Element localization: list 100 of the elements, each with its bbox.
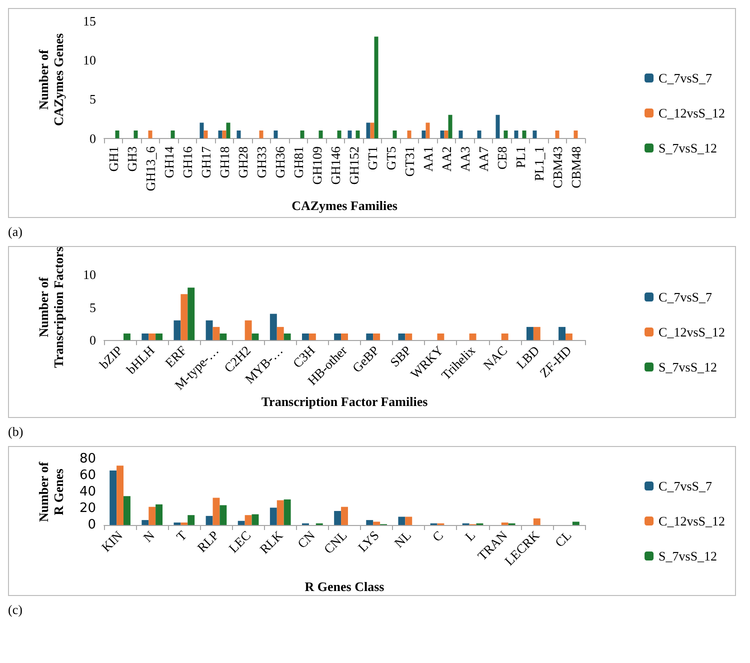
bar [148, 334, 156, 340]
bar [188, 515, 195, 525]
bar [440, 130, 444, 138]
bar [238, 520, 245, 525]
x-tick-label: CBM48 [568, 146, 584, 188]
bar [274, 130, 278, 138]
y-tick-label: 10 [83, 266, 96, 282]
y-axis-title: Number of Transcription Factors [36, 246, 66, 368]
bar [458, 130, 463, 138]
legend-label: S_7vsS_12 [658, 548, 718, 564]
bar [496, 114, 500, 138]
bar [220, 334, 227, 340]
bar [116, 466, 124, 525]
x-tick-label: PL1_1 [531, 146, 546, 181]
bar [334, 334, 342, 340]
bar [407, 130, 412, 138]
bar [533, 518, 540, 525]
bar [170, 130, 175, 138]
x-tick-label: LYS [354, 528, 382, 555]
y-tick-label: 5 [90, 92, 96, 107]
bar [477, 130, 482, 138]
x-tick-label: CN [294, 527, 318, 552]
bar [206, 320, 213, 340]
x-tick-label: L [462, 528, 478, 544]
y-tick-label: 20 [79, 501, 96, 516]
bar [574, 130, 578, 138]
legend-label: S_7vsS_12 [658, 360, 718, 374]
y-tick-label: 0 [88, 518, 96, 532]
bar [156, 504, 163, 525]
bar [212, 326, 220, 340]
bar [148, 130, 152, 138]
bar [533, 326, 540, 340]
x-tick-label: GH13_6 [142, 146, 158, 192]
bar [124, 496, 130, 525]
legend-label: C_7vsS_7 [658, 290, 712, 304]
x-tick-label: RLP [194, 528, 222, 556]
bar [366, 122, 370, 138]
x-tick-label: NL [391, 528, 414, 551]
y-tick-label: 10 [83, 52, 96, 68]
bar [501, 334, 508, 340]
bar [341, 334, 348, 340]
y-axis-title: Number of CAZymes Genes [36, 33, 66, 126]
bar [124, 334, 130, 340]
bar [252, 514, 259, 525]
bar [302, 334, 309, 340]
y-axis-title: Number of R Genes [36, 461, 66, 522]
bar [284, 334, 291, 340]
bar [469, 334, 476, 340]
bar [308, 334, 316, 340]
x-tick-label: SBP [386, 342, 414, 370]
bar [532, 130, 537, 138]
x-tick-label: AA7 [476, 146, 491, 172]
x-tick-label: AA1 [420, 146, 436, 172]
x-tick-label: GH28 [235, 146, 250, 178]
bar [284, 499, 291, 525]
bar [405, 516, 412, 525]
bar [204, 130, 208, 138]
bar [218, 130, 222, 138]
x-tick-label: GH33 [254, 146, 269, 178]
bar [174, 320, 181, 340]
x-axis-title: R Genes Class [304, 579, 384, 594]
bar [337, 130, 342, 138]
bar [572, 522, 580, 525]
bar [236, 130, 241, 138]
bar [226, 122, 230, 138]
bar [334, 510, 342, 525]
x-tick-label: GH1 [106, 146, 121, 172]
x-tick-label: GT1 [364, 146, 380, 170]
bar [565, 334, 572, 340]
text: (a) [8, 223, 24, 241]
bar [356, 130, 360, 138]
bar [276, 326, 284, 340]
y-tick-label: 40 [79, 484, 96, 500]
x-tick-label: GH3 [124, 146, 140, 172]
bar [514, 130, 518, 138]
bar [348, 130, 352, 138]
x-tick-label: GH36 [272, 146, 288, 178]
bar [398, 516, 406, 525]
x-axis-title: Transcription Factor Families [261, 394, 428, 410]
y-tick-label: 15 [83, 14, 96, 28]
bar [392, 130, 397, 138]
bar [270, 314, 277, 340]
x-tick-label: KIN [98, 527, 126, 555]
x-tick-label: GH152 [346, 146, 362, 185]
bar [244, 515, 252, 525]
bar [437, 334, 444, 340]
bar [366, 334, 374, 340]
x-tick-label: GT5 [383, 146, 398, 170]
bar [259, 130, 264, 138]
bar [134, 130, 138, 138]
x-tick-label: CNL [320, 528, 350, 557]
x-tick-label: AA2 [438, 146, 454, 172]
bar [188, 288, 195, 340]
bar [220, 505, 227, 525]
x-tick-label: GH14 [161, 146, 176, 178]
y-tick-label: 60 [79, 468, 96, 483]
legend-label: C_12vsS_12 [658, 324, 726, 340]
bar [374, 36, 378, 138]
bar [110, 470, 117, 525]
bar [270, 508, 277, 525]
